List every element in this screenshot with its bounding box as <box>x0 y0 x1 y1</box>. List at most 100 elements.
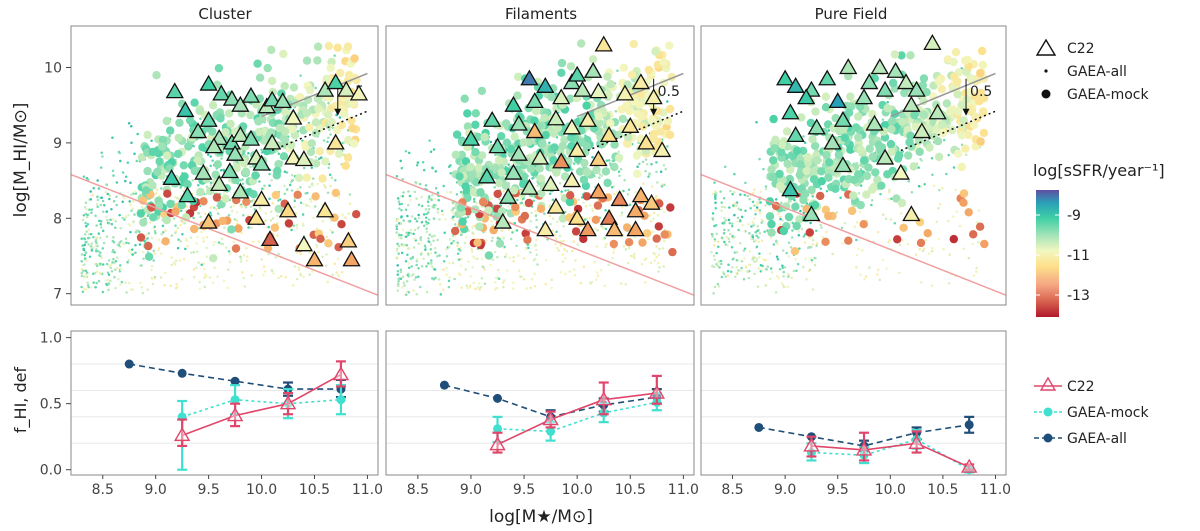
gaea-all-point <box>331 231 334 234</box>
gaea-mock-point <box>959 198 968 207</box>
gaea-mock-point <box>618 114 628 124</box>
gaea-all-point <box>106 271 110 274</box>
gaea-all-point <box>178 259 182 262</box>
gaea-all-point <box>570 168 574 171</box>
gaea-all-point <box>791 229 794 232</box>
gaea-all-point <box>108 194 111 197</box>
gaea-all-point <box>535 253 539 257</box>
gaea-all-point <box>769 277 772 281</box>
gaea-all-point <box>242 254 246 257</box>
gaea-all-point <box>348 202 352 205</box>
c22-triangle <box>807 118 826 135</box>
gaea-mock-point <box>267 76 277 86</box>
gaea-all-point <box>715 251 718 255</box>
gaea-mock-point <box>275 123 285 133</box>
gaea-mock-point <box>918 81 928 90</box>
gaea-all-point <box>285 188 289 191</box>
gaea-mock-point <box>880 121 889 130</box>
gaea-all-point <box>182 257 186 261</box>
gaea-all-point <box>764 203 767 207</box>
gaea-all-point <box>522 278 526 281</box>
gaea-all-point <box>133 213 136 216</box>
gaea-all-point <box>562 224 565 228</box>
c22-triangle <box>483 110 502 127</box>
c22-triangle <box>776 69 795 86</box>
gaea-all-point <box>101 263 105 266</box>
gaea-all-point <box>204 212 207 216</box>
c22-triangle <box>504 95 523 112</box>
gaea-all-point <box>164 271 167 275</box>
gaea-all-point <box>658 266 661 269</box>
gaea-mock-point <box>638 238 647 247</box>
gaea-all-point <box>751 258 754 261</box>
gaea-all-point <box>495 286 498 290</box>
gaea-all-point <box>419 253 423 256</box>
gaea-mock-point <box>660 230 669 239</box>
gaea-all-point <box>470 248 473 251</box>
gaea-all-point <box>205 235 209 239</box>
c22-triangle <box>781 180 800 197</box>
gaea-all-point <box>120 280 124 284</box>
gaea-all-point <box>101 229 105 233</box>
gaea-all-point <box>789 246 793 249</box>
gaea-all-point <box>632 255 636 258</box>
gaea-all-point <box>764 268 768 271</box>
gaea-all-point <box>735 266 739 269</box>
gaea-mock-point <box>816 191 825 201</box>
gaea-all-point <box>652 217 655 220</box>
gaea-mock-point <box>874 140 883 149</box>
legend-bottom-c22-label: C22 <box>1067 379 1095 395</box>
gaea-all-point <box>431 205 434 208</box>
gaea-all-point <box>127 122 131 125</box>
gaea-all-point <box>115 195 118 199</box>
gaea-all-point <box>493 250 497 254</box>
gaea-mock-point <box>184 142 193 151</box>
gaea-mock-point <box>302 108 312 118</box>
gaea-mock-point <box>477 86 487 96</box>
gaea-all-point <box>448 238 452 241</box>
gaea-mock-point <box>179 174 188 183</box>
gaea-mock-point <box>784 212 794 222</box>
gaea-all-point <box>930 156 934 160</box>
gaea-all-point <box>437 198 440 202</box>
c22-triangle <box>178 186 197 203</box>
gaea-all-point <box>95 236 98 239</box>
gaea-all-point <box>406 214 409 218</box>
x-tick-label: 9.0 <box>145 482 167 498</box>
gaea-all-point <box>436 211 440 214</box>
gaea-all-point <box>205 255 208 258</box>
x-tick-label: 11.0 <box>668 482 699 498</box>
gaea-all-point <box>415 164 419 167</box>
gaea-all-point <box>99 223 102 226</box>
gaea-all-point <box>289 180 293 184</box>
gaea-mock-point <box>468 170 477 180</box>
gaea-all-point <box>183 221 186 225</box>
gaea-all-point <box>755 203 759 206</box>
gaea-all-point <box>402 219 405 222</box>
gaea-mock-point <box>811 107 820 116</box>
gaea-all-point <box>290 189 294 192</box>
gaea-all-point <box>740 266 743 270</box>
gaea-all-point <box>471 266 475 269</box>
gaea-all-point <box>295 277 299 281</box>
gaea-mock-point <box>474 163 484 172</box>
gaea-all-point <box>494 276 498 280</box>
legend-top: C22 GAEA-all GAEA-mock <box>1035 38 1149 103</box>
gaea-mock-point <box>821 237 830 246</box>
gaea-all-point <box>644 281 647 284</box>
gaea-all-point <box>211 159 214 162</box>
gaea-all-point <box>115 203 118 207</box>
gaea-all-point <box>84 241 87 244</box>
gaea-all-point <box>649 220 653 223</box>
gaea-all-point <box>819 223 823 227</box>
gaea-all-point <box>507 163 510 166</box>
gaea-all-point <box>395 223 399 227</box>
gaea-mock-point <box>331 188 340 198</box>
gaea-all-point <box>815 229 818 233</box>
gaea-all-point <box>83 205 87 209</box>
gaea-mock-point <box>497 207 507 216</box>
gaea-all-point <box>310 182 314 186</box>
gaea-mock-point <box>649 134 659 144</box>
gaea-all-point <box>855 238 858 242</box>
gaea-mock-point <box>777 148 786 157</box>
